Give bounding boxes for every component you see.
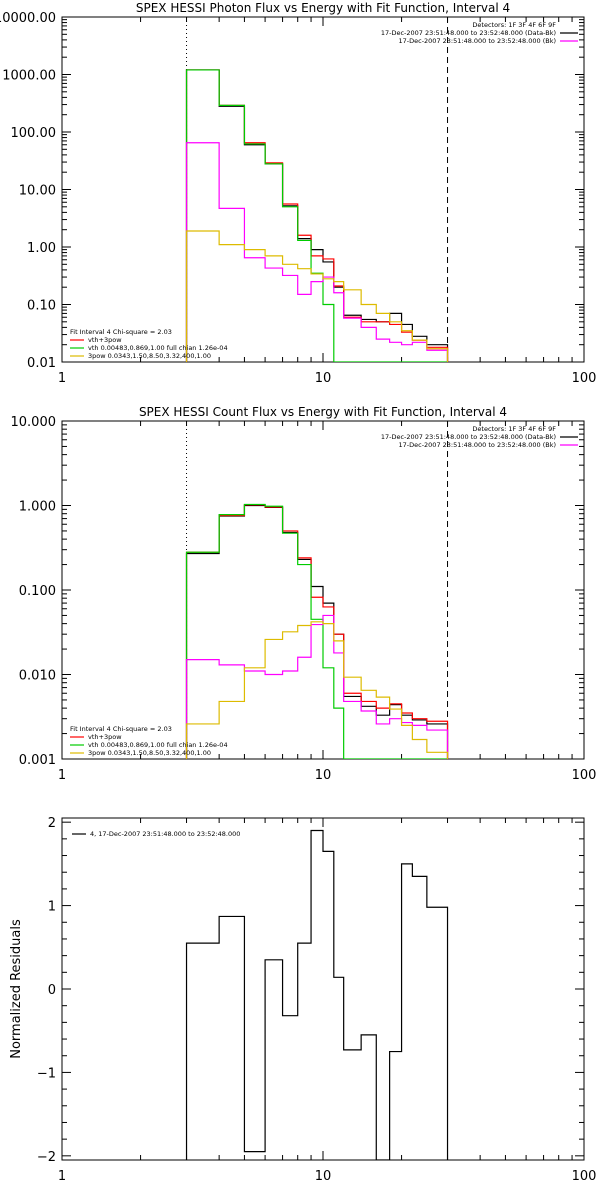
x-tick-label: 1 [58, 371, 66, 386]
chart-title: SPEX HESSI Photon Flux vs Energy with Fi… [136, 1, 510, 15]
series-0-step-line [185, 69, 449, 362]
legend-entry-label: 17-Dec-2007 23:51:48.000 to 23:52:48.000… [381, 29, 556, 37]
y-tick-label: 10.000 [11, 415, 57, 430]
legend-title: Fit Interval 4 Chi-square = 2.03 [70, 725, 172, 733]
y-tick-label: 0 [48, 983, 56, 998]
y-tick-label: 100.00 [11, 126, 57, 141]
series-2-step-line [185, 503, 448, 759]
chart-title: SPEX HESSI Count Flux vs Energy with Fit… [139, 405, 507, 419]
count-flux-chart: SPEX HESSI Count Flux vs Energy with Fit… [11, 405, 597, 783]
legend-title: Detectors: 1F 3F 4F 6F 9F [472, 21, 556, 29]
y-tick-label: 10.00 [19, 184, 56, 199]
series-1-step-line [185, 504, 449, 759]
x-tick-label: 10 [315, 1169, 332, 1184]
legend-entry-label: 3pow 0.0343,1.50,8.50,3.32,400,1.00 [88, 352, 211, 360]
x-tick-label: 10 [315, 371, 332, 386]
plot-frame [61, 16, 585, 363]
y-tick-label: −2 [37, 1150, 56, 1165]
y-tick-label: 0.01 [27, 356, 56, 371]
legend-entry-label: 17-Dec-2007 23:51:48.000 to 23:52:48.000… [399, 441, 557, 449]
series-0-step-line [185, 504, 449, 759]
legend-entry-label: vth 0.00483,0.869,1.00 full chian 1.26e-… [88, 741, 228, 749]
y-tick-label: 0.001 [19, 753, 56, 768]
series-3-step-line [185, 142, 449, 362]
legend-title: Detectors: 1F 3F 4F 6F 9F [472, 425, 556, 433]
y-tick-label: 2 [48, 816, 56, 831]
y-axis-label: Normalized Residuals [9, 919, 24, 1059]
series-2-step-line [185, 69, 448, 362]
legend-entry-label: vth+3pow [88, 336, 122, 344]
residuals-chart: 1 10 100 −2 −1 0 1 2 Normalized Residuals 4, 17-D… [9, 816, 596, 1184]
y-tick-label: 1.000 [19, 500, 56, 515]
x-tick-label: 1 [58, 1169, 66, 1184]
legend-entry-label: vth 0.00483,0.869,1.00 full chian 1.26e-… [88, 344, 228, 352]
x-tick-label: 100 [572, 371, 597, 386]
x-tick-label: 100 [572, 768, 597, 783]
y-tick-label: 1.00 [27, 241, 56, 256]
legend-entry-label: 3pow 0.0343,1.50,8.50,3.32,400,1.00 [88, 749, 211, 757]
legend-entry-label: 17-Dec-2007 23:51:48.000 to 23:52:48.000… [381, 433, 556, 441]
y-tick-label: 0.010 [19, 669, 56, 684]
x-tick-label: 100 [572, 1169, 597, 1184]
y-tick-label: 10000.00 [0, 11, 56, 26]
photon-flux-chart: SPEX HESSI Photon Flux vs Energy with Fi… [0, 1, 596, 386]
series-0-step-line [185, 829, 449, 1160]
x-tick-label: 10 [315, 768, 332, 783]
series-3-step-line [185, 614, 449, 759]
legend-entry-label: vth+3pow [88, 733, 122, 741]
series-4-step-line [185, 230, 449, 362]
legend-entry-label: 4, 17-Dec-2007 23:51:48.000 to 23:52:48.… [90, 830, 240, 838]
plot-frame [61, 817, 585, 1161]
legend-entry-label: 17-Dec-2007 23:51:48.000 to 23:52:48.000… [399, 37, 557, 45]
y-tick-label: −1 [37, 1066, 56, 1081]
x-tick-label: 1 [58, 768, 66, 783]
series-1-step-line [185, 69, 449, 362]
y-tick-label: 0.100 [19, 584, 56, 599]
y-tick-label: 1000.00 [2, 69, 56, 84]
legend-title: Fit Interval 4 Chi-square = 2.03 [70, 328, 172, 336]
y-tick-label: 0.10 [27, 299, 56, 314]
y-tick-label: 1 [48, 900, 56, 915]
series-4-step-line [185, 621, 449, 759]
